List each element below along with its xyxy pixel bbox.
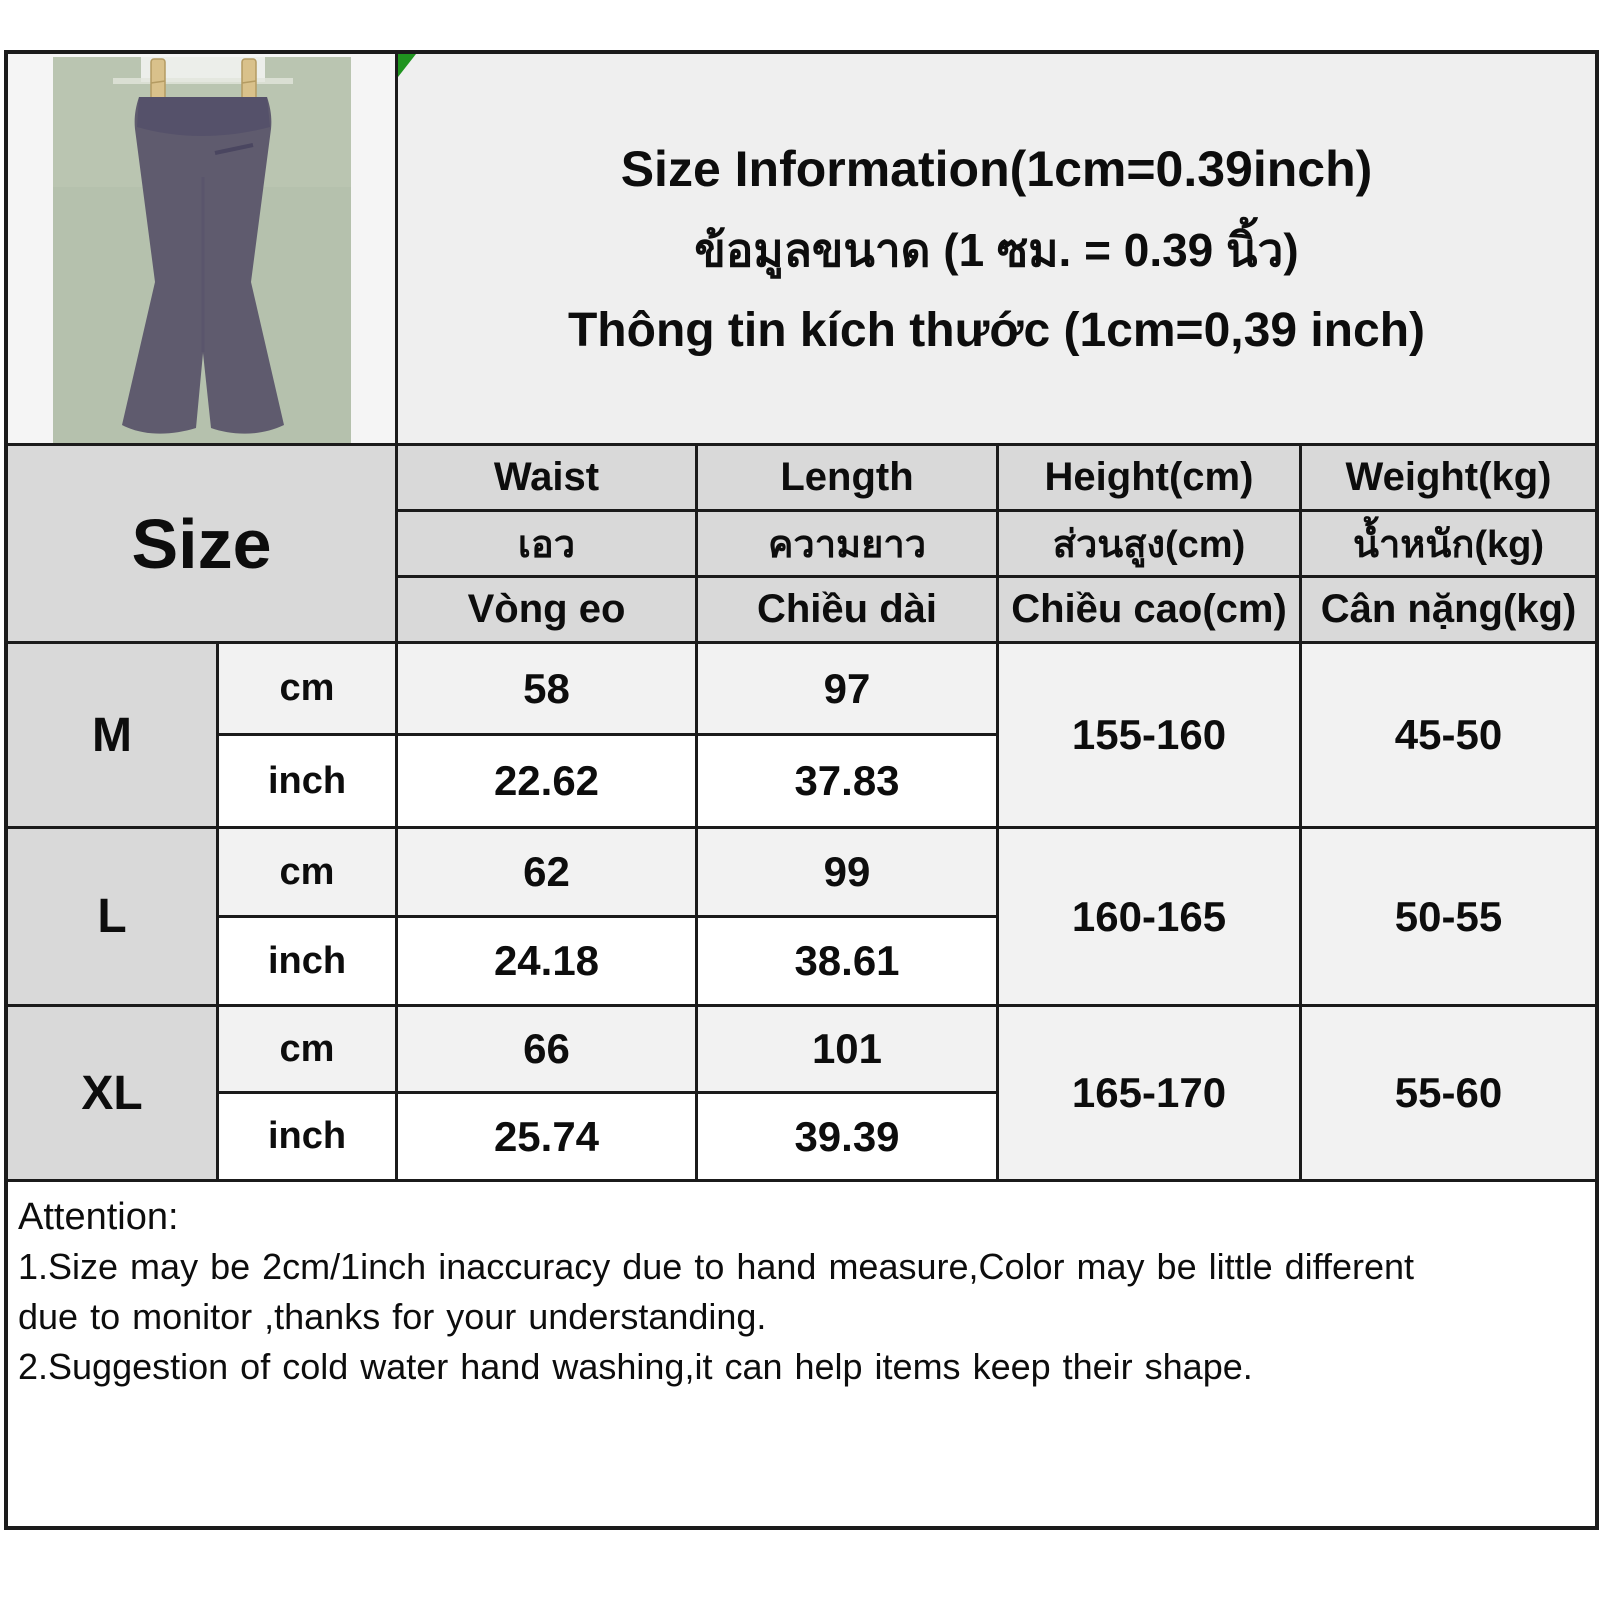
value-xl-weight: 55-60 (1302, 1007, 1595, 1179)
attention-heading: Attention: (18, 1196, 179, 1238)
unit-label-cm: cm (219, 829, 395, 915)
value-m-waist-cm: 58 (398, 644, 695, 733)
size-chart-table: Size Information(1cm=0.39inch) ข้อมูลขนา… (4, 50, 1599, 1530)
size-row-label-m: M (8, 644, 216, 826)
clothespin-icon (240, 58, 257, 108)
col-header-waist-th: เอว (398, 512, 695, 575)
col-header-weight-vi: Cân nặng(kg) (1302, 578, 1595, 641)
col-header-length-en: Length (698, 446, 996, 509)
value-l-waist-cm: 62 (398, 829, 695, 915)
unit-label-cm: cm (219, 1007, 395, 1091)
value-xl-length-cm: 101 (698, 1007, 996, 1091)
value-l-length-cm: 99 (698, 829, 996, 915)
value-xl-height: 165-170 (999, 1007, 1299, 1179)
title-line-en: Size Information(1cm=0.39inch) (620, 140, 1373, 197)
size-row-label-l: L (8, 829, 216, 1004)
col-header-weight-en: Weight(kg) (1302, 446, 1595, 509)
value-l-waist-inch: 24.18 (398, 918, 695, 1004)
value-xl-length-inch: 39.39 (698, 1094, 996, 1179)
title-line-vi: Thông tin kích thước (1cm=0,39 inch) (567, 303, 1425, 357)
value-m-waist-inch: 22.62 (398, 736, 695, 826)
unit-label-cm: cm (219, 644, 395, 733)
product-photo (52, 57, 351, 443)
value-l-length-inch: 38.61 (698, 918, 996, 1004)
col-header-height-en: Height(cm) (999, 446, 1299, 509)
title-cell: Size Information(1cm=0.39inch) ข้อมูลขนา… (398, 54, 1595, 443)
value-m-length-cm: 97 (698, 644, 996, 733)
col-header-waist-en: Waist (398, 446, 695, 509)
value-xl-waist-cm: 66 (398, 1007, 695, 1091)
attention-line-3: 2.Suggestion of cold water hand washing,… (18, 1346, 1253, 1387)
size-header: Size (8, 446, 395, 641)
unit-label-inch: inch (219, 1094, 395, 1179)
unit-label-inch: inch (219, 736, 395, 826)
value-xl-waist-inch: 25.74 (398, 1094, 695, 1179)
col-header-length-vi: Chiều dài (698, 578, 996, 641)
title-line-th: ข้อมูลขนาด (1 ซม. = 0.39 นิ้ว) (694, 223, 1299, 276)
value-m-length-inch: 37.83 (698, 736, 996, 826)
attention-section: Attention: 1.Size may be 2cm/1inch inacc… (8, 1182, 1595, 1526)
col-header-waist-vi: Vòng eo (398, 578, 695, 641)
attention-line-2: due to monitor ,thanks for your understa… (18, 1296, 767, 1337)
value-l-height: 160-165 (999, 829, 1299, 1004)
col-header-height-vi: Chiều cao(cm) (999, 578, 1299, 641)
value-m-weight: 45-50 (1302, 644, 1595, 826)
value-l-weight: 50-55 (1302, 829, 1595, 1004)
attention-line-1: 1.Size may be 2cm/1inch inaccuracy due t… (18, 1246, 1415, 1287)
col-header-height-th: ส่วนสูง(cm) (999, 512, 1299, 575)
value-m-height: 155-160 (999, 644, 1299, 826)
col-header-weight-th: น้ำหนัก(kg) (1302, 512, 1595, 575)
unit-label-inch: inch (219, 918, 395, 1004)
product-photo-cell (8, 54, 395, 443)
size-row-label-xl: XL (8, 1007, 216, 1179)
col-header-length-th: ความยาว (698, 512, 996, 575)
corner-marker-icon (398, 54, 416, 77)
